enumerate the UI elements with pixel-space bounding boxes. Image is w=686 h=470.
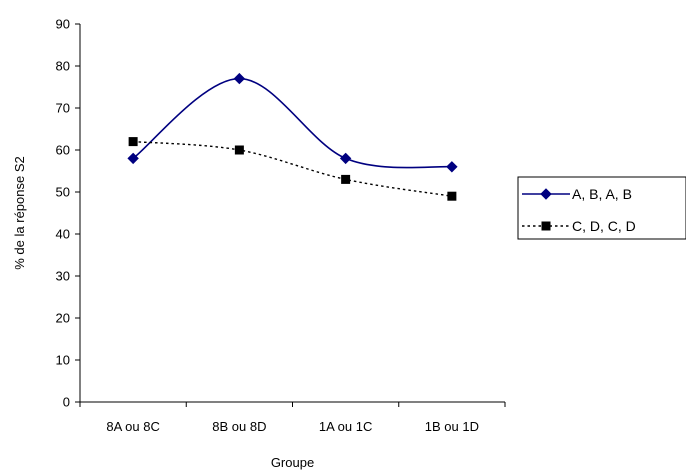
data-point-diamond (446, 161, 458, 173)
legend-item: A, B, A, B (522, 186, 632, 202)
x-axis-ticks: 8A ou 8C 8B ou 8D 1A ou 1C 1B ou 1D (79, 402, 506, 434)
data-point-square (234, 145, 244, 155)
data-point-diamond (233, 72, 246, 85)
y-axis-title: % de la réponse S2 (12, 156, 27, 269)
y-tick-label: 50 (56, 185, 70, 200)
legend-square-marker (541, 221, 551, 231)
y-tick-label: 0 (63, 395, 70, 410)
y-tick-label: 10 (56, 353, 70, 368)
legend-label: A, B, A, B (572, 186, 632, 202)
y-axis-ticks: 0 10 20 30 40 50 60 70 80 90 (56, 17, 80, 410)
data-point-diamond (339, 152, 352, 165)
series-layer (127, 72, 458, 201)
legend-label: C, D, C, D (572, 218, 636, 234)
y-tick-label: 40 (56, 227, 70, 242)
series-1 (127, 72, 458, 173)
x-axis-title: Groupe (271, 455, 314, 470)
data-point-square (128, 137, 138, 147)
series-2 (128, 137, 457, 201)
x-tick-label: 1B ou 1D (425, 419, 479, 434)
y-tick-label: 30 (56, 269, 70, 284)
data-point-square (341, 174, 351, 184)
plot-area: 0 10 20 30 40 50 60 70 80 90 8A ou 8C 8B ou 8D 1A o… (56, 17, 506, 434)
x-tick-label: 8A ou 8C (106, 419, 160, 434)
y-tick-label: 20 (56, 311, 70, 326)
legend-diamond-marker (540, 188, 552, 200)
data-point-diamond (127, 152, 139, 165)
series-line (133, 140, 452, 197)
legend-item: C, D, C, D (522, 218, 636, 234)
y-tick-label: 90 (56, 17, 70, 32)
y-tick-label: 80 (56, 59, 70, 74)
x-tick-label: 8B ou 8D (212, 419, 266, 434)
y-tick-label: 70 (56, 101, 70, 116)
data-point-square (447, 191, 457, 201)
x-tick-label: 1A ou 1C (319, 419, 373, 434)
legend: A, B, A, B C, D, C, D (517, 176, 686, 240)
series-line (132, 77, 452, 169)
y-tick-label: 60 (56, 143, 70, 158)
